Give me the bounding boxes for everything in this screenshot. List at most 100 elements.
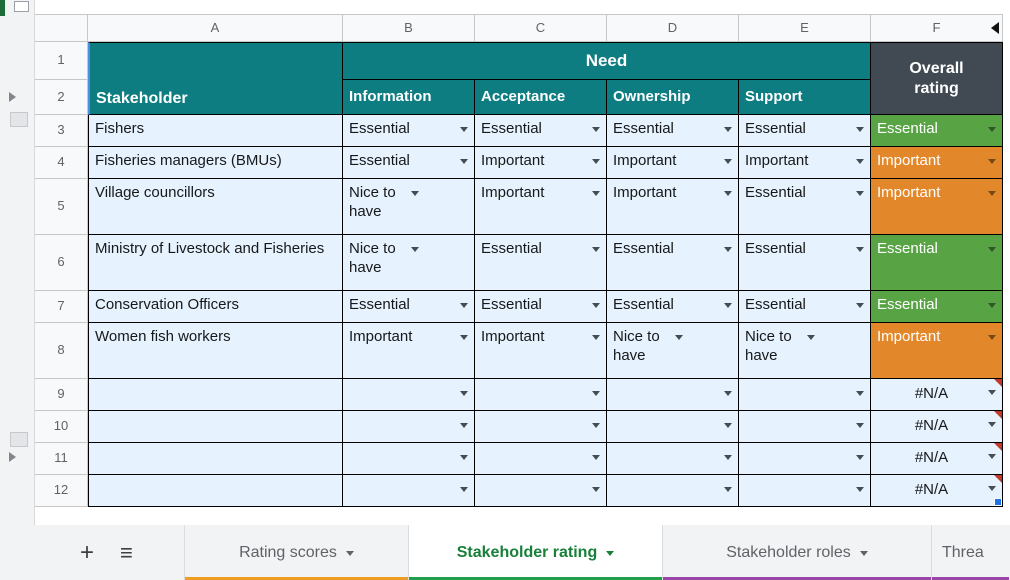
empty-cell[interactable] bbox=[739, 379, 871, 411]
row-number[interactable]: 1 bbox=[35, 42, 88, 80]
empty-cell[interactable] bbox=[739, 443, 871, 475]
dropdown-arrow-icon[interactable] bbox=[592, 303, 600, 308]
dropdown-arrow-icon[interactable] bbox=[988, 454, 996, 459]
dropdown-arrow-icon[interactable] bbox=[856, 303, 864, 308]
column-letter-c[interactable]: C bbox=[475, 14, 607, 42]
dropdown-arrow-icon[interactable] bbox=[460, 303, 468, 308]
support-cell[interactable]: Essential bbox=[739, 179, 871, 235]
row-group-control[interactable] bbox=[10, 432, 28, 447]
dropdown-arrow-icon[interactable] bbox=[460, 127, 468, 132]
row-number[interactable]: 5 bbox=[35, 179, 88, 235]
information-cell[interactable]: Nice to have bbox=[343, 179, 475, 235]
tab-menu-arrow-icon[interactable] bbox=[606, 551, 615, 556]
acceptance-cell[interactable]: Essential bbox=[475, 291, 607, 323]
stakeholder-cell[interactable]: Ministry of Livestock and Fisheries bbox=[88, 235, 343, 291]
dropdown-arrow-icon[interactable] bbox=[460, 455, 468, 460]
empty-cell[interactable] bbox=[607, 475, 739, 507]
dropdown-arrow-icon[interactable] bbox=[724, 455, 732, 460]
acceptance-cell[interactable]: Important bbox=[475, 179, 607, 235]
dropdown-arrow-icon[interactable] bbox=[411, 191, 419, 196]
dropdown-arrow-icon[interactable] bbox=[988, 191, 996, 196]
dropdown-arrow-icon[interactable] bbox=[460, 335, 468, 340]
dropdown-arrow-icon[interactable] bbox=[592, 487, 600, 492]
row-number[interactable]: 4 bbox=[35, 147, 88, 179]
add-sheet-button[interactable]: + bbox=[80, 538, 95, 566]
row-number[interactable]: 8 bbox=[35, 323, 88, 379]
dropdown-arrow-icon[interactable] bbox=[988, 486, 996, 491]
empty-cell[interactable] bbox=[475, 411, 607, 443]
dropdown-arrow-icon[interactable] bbox=[988, 127, 996, 132]
overall-cell[interactable]: Important bbox=[871, 323, 1003, 379]
ownership-cell[interactable]: Nice to have bbox=[607, 323, 739, 379]
row-group-control[interactable] bbox=[10, 112, 28, 127]
support-cell[interactable]: Nice to have bbox=[739, 323, 871, 379]
stakeholder-header-cell[interactable]: Stakeholder bbox=[88, 42, 343, 115]
dropdown-arrow-icon[interactable] bbox=[724, 391, 732, 396]
dropdown-arrow-icon[interactable] bbox=[592, 159, 600, 164]
dropdown-arrow-icon[interactable] bbox=[856, 127, 864, 132]
empty-cell[interactable] bbox=[88, 379, 343, 411]
dropdown-arrow-icon[interactable] bbox=[856, 247, 864, 252]
dropdown-arrow-icon[interactable] bbox=[856, 487, 864, 492]
empty-cell[interactable] bbox=[475, 443, 607, 475]
ownership-cell[interactable]: Essential bbox=[607, 291, 739, 323]
row-group-expand-icon[interactable] bbox=[9, 92, 16, 102]
information-cell[interactable]: Essential bbox=[343, 115, 475, 147]
na-cell[interactable]: #N/A bbox=[871, 411, 1003, 443]
overall-cell[interactable]: Essential bbox=[871, 115, 1003, 147]
overall-cell[interactable]: Important bbox=[871, 147, 1003, 179]
empty-cell[interactable] bbox=[607, 379, 739, 411]
empty-cell[interactable] bbox=[343, 443, 475, 475]
dropdown-arrow-icon[interactable] bbox=[856, 423, 864, 428]
dropdown-arrow-icon[interactable] bbox=[592, 391, 600, 396]
na-cell[interactable]: #N/A bbox=[871, 379, 1003, 411]
ownership-cell[interactable]: Important bbox=[607, 147, 739, 179]
dropdown-arrow-icon[interactable] bbox=[856, 455, 864, 460]
column-letter-e[interactable]: E bbox=[739, 14, 871, 42]
acceptance-cell[interactable]: Important bbox=[475, 147, 607, 179]
acceptance-cell[interactable]: Important bbox=[475, 323, 607, 379]
need-header-cell[interactable]: Need bbox=[343, 42, 871, 80]
dropdown-arrow-icon[interactable] bbox=[592, 191, 600, 196]
overall-rating-header-cell[interactable]: Overall rating bbox=[871, 42, 1003, 115]
row-number[interactable]: 7 bbox=[35, 291, 88, 323]
empty-cell[interactable] bbox=[607, 411, 739, 443]
empty-cell[interactable] bbox=[343, 411, 475, 443]
row-number[interactable]: 6 bbox=[35, 235, 88, 291]
support-cell[interactable]: Essential bbox=[739, 235, 871, 291]
ownership-header-cell[interactable]: Ownership bbox=[607, 80, 739, 115]
dropdown-arrow-icon[interactable] bbox=[988, 390, 996, 395]
empty-cell[interactable] bbox=[739, 411, 871, 443]
stakeholder-cell[interactable]: Women fish workers bbox=[88, 323, 343, 379]
dropdown-arrow-icon[interactable] bbox=[988, 303, 996, 308]
tab-rating-scores[interactable]: Rating scores bbox=[184, 525, 409, 580]
ownership-cell[interactable]: Important bbox=[607, 179, 739, 235]
dropdown-arrow-icon[interactable] bbox=[724, 487, 732, 492]
dropdown-arrow-icon[interactable] bbox=[592, 455, 600, 460]
stakeholder-cell[interactable]: Fishers bbox=[88, 115, 343, 147]
dropdown-arrow-icon[interactable] bbox=[411, 247, 419, 252]
information-header-cell[interactable]: Information bbox=[343, 80, 475, 115]
column-letter-a[interactable]: A bbox=[88, 14, 343, 42]
tab-menu-arrow-icon[interactable] bbox=[859, 551, 868, 556]
row-number[interactable]: 3 bbox=[35, 115, 88, 147]
row-number[interactable]: 9 bbox=[35, 379, 88, 411]
na-cell[interactable]: #N/A bbox=[871, 443, 1003, 475]
row-number[interactable]: 10 bbox=[35, 411, 88, 443]
dropdown-arrow-icon[interactable] bbox=[460, 159, 468, 164]
dropdown-arrow-icon[interactable] bbox=[724, 159, 732, 164]
ownership-cell[interactable]: Essential bbox=[607, 235, 739, 291]
tab-menu-arrow-icon[interactable] bbox=[345, 551, 354, 556]
na-cell[interactable]: #N/A bbox=[871, 475, 1003, 507]
empty-cell[interactable] bbox=[739, 475, 871, 507]
row-number[interactable]: 2 bbox=[35, 80, 88, 115]
acceptance-cell[interactable]: Essential bbox=[475, 115, 607, 147]
dropdown-arrow-icon[interactable] bbox=[592, 127, 600, 132]
empty-cell[interactable] bbox=[607, 443, 739, 475]
column-letter-d[interactable]: D bbox=[607, 14, 739, 42]
dropdown-arrow-icon[interactable] bbox=[988, 335, 996, 340]
hidden-columns-indicator-icon[interactable] bbox=[991, 22, 999, 34]
row-number[interactable]: 11 bbox=[35, 443, 88, 475]
stakeholder-cell[interactable]: Conservation Officers bbox=[88, 291, 343, 323]
column-letter-b[interactable]: B bbox=[343, 14, 475, 42]
